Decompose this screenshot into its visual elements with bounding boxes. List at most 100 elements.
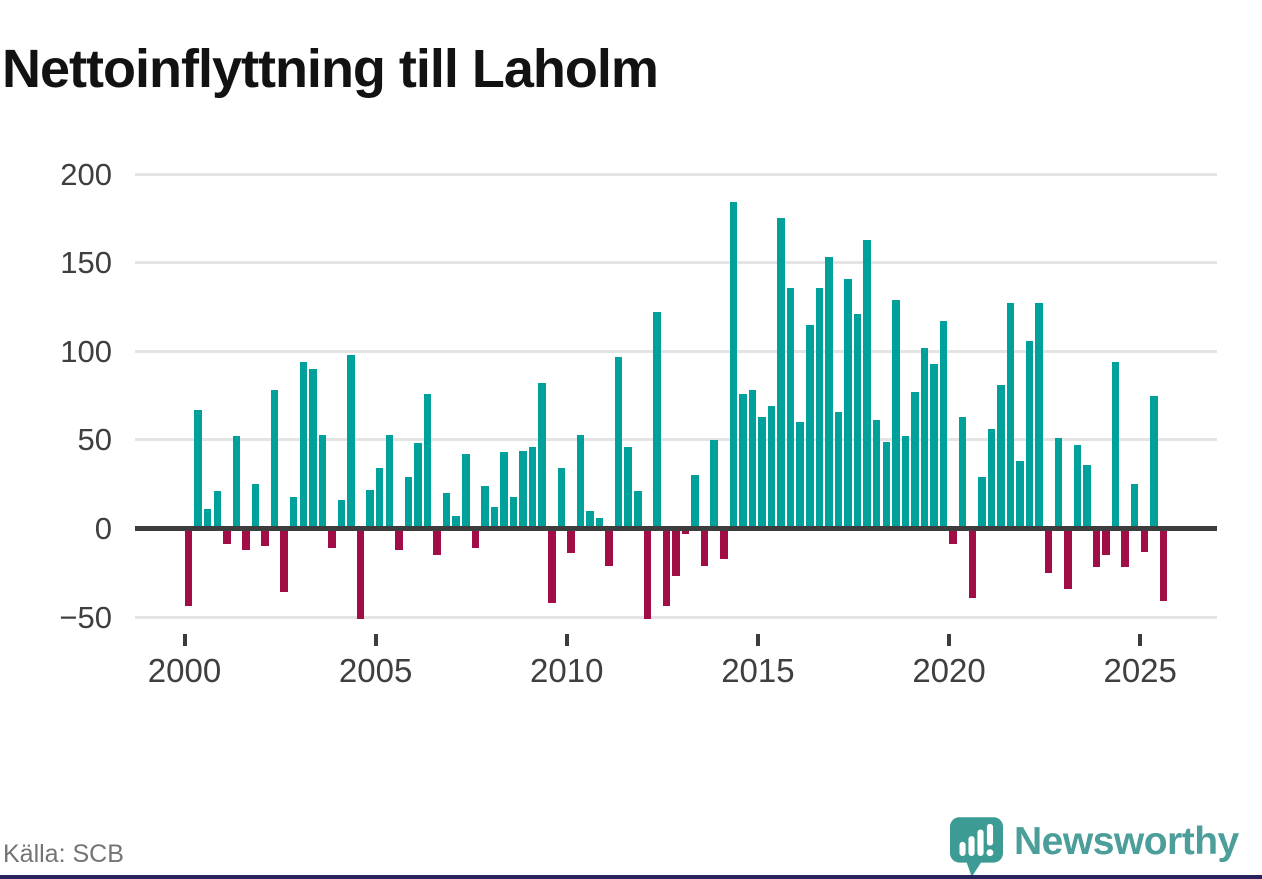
x-axis-tick-label: 2015 (721, 652, 795, 689)
bar-2001Q1 (223, 528, 231, 545)
bar-2019Q3 (930, 363, 938, 529)
newsworthy-logo: Newsworthy (948, 814, 1262, 878)
bar-2024Q3 (1121, 528, 1129, 568)
bar-2021Q4 (1016, 461, 1024, 529)
bar-2002Q3 (280, 528, 288, 593)
y-axis-tick-label: 150 (60, 245, 112, 281)
bar-2002Q2 (270, 390, 279, 529)
x-axis-tick (564, 634, 569, 646)
bar-2005Q1 (375, 468, 384, 529)
x-axis-tick-label: 2005 (338, 652, 413, 689)
bar-2020Q2 (958, 416, 967, 529)
bar-2019Q4 (939, 321, 948, 529)
plot-area: 200 150 100 50 0 −50 2000 2005 2010 2015 2020 2025 (59, 156, 1217, 689)
bar-2000Q3 (203, 509, 212, 529)
x-axis-tick-label: 2025 (1103, 652, 1177, 689)
bar-2006Q2 (423, 393, 432, 529)
bar-2004Q4 (366, 489, 374, 529)
bar-2009Q3 (548, 528, 556, 603)
bar-2013Q1 (681, 528, 690, 534)
bar-2004Q3 (356, 528, 365, 619)
bar-2001Q2 (232, 436, 241, 529)
bar-2017Q3 (853, 314, 862, 529)
bar-2016Q4 (825, 257, 833, 529)
bar-2004Q2 (347, 354, 355, 529)
bar-2010Q3 (586, 510, 594, 529)
bar-2018Q3 (892, 299, 900, 529)
bar-2017Q2 (844, 278, 852, 529)
bar-2012Q2 (653, 312, 661, 529)
bar-2019Q2 (920, 347, 929, 529)
bar-2002Q4 (289, 496, 298, 529)
bar-2010Q4 (595, 517, 604, 529)
x-axis-tick (1138, 634, 1143, 646)
bar-2011Q1 (605, 528, 613, 566)
y-axis-tick-label: 100 (60, 333, 112, 369)
bar-2001Q4 (251, 484, 260, 529)
gridline (135, 261, 1217, 265)
x-axis-tick (373, 634, 378, 646)
bar-2011Q3 (624, 446, 632, 529)
bar-2021Q2 (997, 384, 1005, 529)
bar-2014Q1 (720, 528, 728, 559)
bar-2006Q4 (442, 493, 451, 529)
gridline (135, 349, 1217, 353)
bar-2016Q3 (815, 287, 824, 529)
bar-2021Q3 (1006, 303, 1015, 529)
bar-2020Q4 (978, 477, 986, 529)
bar-2011Q4 (634, 491, 642, 529)
bar-2014Q3 (739, 393, 747, 529)
gridline (135, 172, 1217, 176)
bar-2007Q3 (471, 528, 480, 548)
y-axis-tick-label: 200 (60, 156, 112, 192)
bar-2012Q3 (662, 528, 671, 607)
bar-2006Q1 (414, 443, 422, 529)
bar-2003Q1 (299, 361, 308, 529)
bar-2002Q1 (261, 528, 269, 547)
bar-2024Q1 (1102, 528, 1110, 556)
x-axis-zero-line (135, 526, 1217, 531)
bar-2018Q4 (901, 436, 910, 529)
x-axis-tick (947, 634, 952, 646)
bar-2003Q3 (318, 434, 327, 529)
y-axis-tick-label: 50 (77, 422, 112, 458)
bar-2013Q2 (691, 475, 699, 529)
gridline (135, 615, 1217, 619)
bar-2015Q2 (767, 406, 776, 529)
newsworthy-wordmark: Newsworthy (1014, 820, 1239, 863)
bar-2010Q2 (576, 434, 585, 529)
source-label: Källa: SCB (3, 840, 124, 868)
bar-2020Q3 (968, 528, 977, 598)
bar-2003Q2 (309, 369, 317, 529)
bar-2018Q1 (872, 420, 881, 529)
bar-2023Q1 (1064, 528, 1072, 589)
bar-2009Q1 (528, 446, 537, 529)
gridline (135, 438, 1217, 442)
bar-2014Q2 (729, 202, 738, 529)
bar-2009Q4 (557, 468, 566, 529)
bar-2007Q2 (462, 454, 470, 529)
bar-2017Q4 (863, 239, 871, 529)
bar-2025Q1 (1140, 528, 1149, 552)
bar-2012Q1 (643, 528, 652, 619)
bar-2011Q2 (614, 356, 623, 529)
bar-2012Q4 (672, 528, 680, 577)
bar-2015Q4 (786, 287, 795, 529)
chart-title: Nettoinflyttning till Laholm (2, 39, 659, 100)
x-axis-tick (755, 634, 760, 646)
bar-2015Q1 (758, 416, 766, 529)
bar-2016Q1 (796, 422, 804, 529)
bar-2004Q1 (337, 500, 346, 529)
bar-2023Q4 (1092, 528, 1101, 568)
bar-2005Q2 (385, 434, 394, 529)
bar-2015Q3 (777, 218, 785, 529)
bar-2009Q2 (538, 383, 546, 529)
bar-2010Q1 (567, 528, 575, 554)
x-axis-tick (182, 634, 187, 646)
bar-2022Q1 (1025, 340, 1034, 529)
bar-2023Q2 (1073, 445, 1082, 529)
bar-2022Q3 (1044, 528, 1053, 573)
bar-2001Q3 (242, 528, 250, 550)
bar-2003Q4 (328, 528, 336, 548)
bar-2008Q2 (500, 452, 508, 529)
